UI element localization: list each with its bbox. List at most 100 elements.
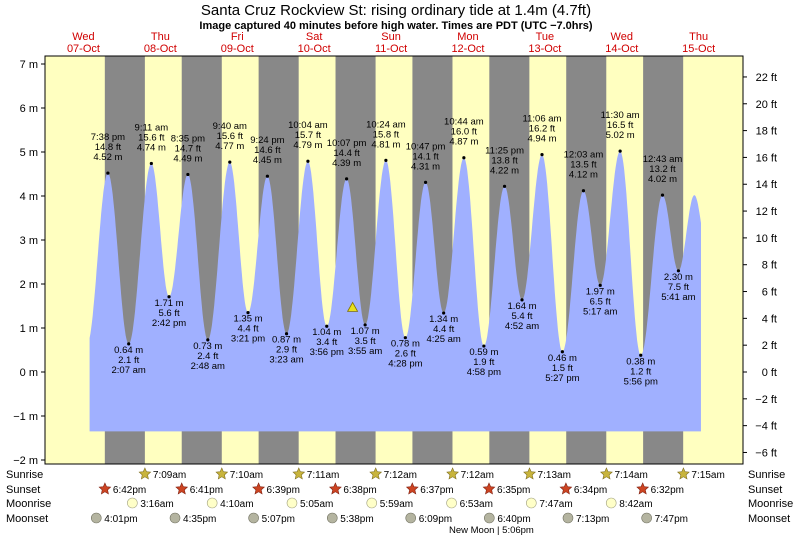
low-tide-point [639,353,643,357]
tide-m-label: 0.59 m [469,347,498,358]
low-tide-point [560,350,564,354]
low-tide-point [325,324,329,328]
moonset-circle-icon [248,512,259,524]
right-tick-label: 2 ft [762,340,777,352]
tide-time-label: 3:21 pm [231,334,265,345]
sunset-time: 6:38pm [343,485,376,496]
sunrise-star-icon [138,467,152,480]
tide-time-label: 8:35 pm [171,133,205,144]
low-tide-point [403,336,407,340]
moonset-circle-icon [562,512,574,524]
low-tide-point [363,323,367,327]
tide-m-label: 1.34 m [429,314,458,325]
tide-time-label: 5:56 pm [624,376,658,387]
left-tick-label: 3 m [20,235,38,247]
moonset-time: 5:38pm [340,514,373,525]
right-tick-label: −2 ft [755,394,777,406]
day-date-label: 15-Oct [682,43,715,55]
tide-time-label: 9:11 am [135,122,169,133]
right-tick-label: 16 ft [756,152,777,164]
day-of-week-label: Tue [536,31,555,43]
sunrise-time: 7:10am [230,470,263,481]
tide-m-label: 4.87 m [449,137,478,148]
tide-m-label: 1.35 m [233,314,262,325]
tide-ft-label: 3.5 ft [355,336,376,347]
tide-ft-label: 5.6 ft [158,308,179,319]
sunrise-row-label-right: Sunrise [748,469,785,481]
sunset-time: 6:39pm [267,485,300,496]
moonset-time: 5:07pm [262,514,295,525]
high-tide-point [540,153,544,157]
tide-m-label: 4.39 m [332,158,361,169]
chart-subtitle: Image captured 40 minutes before high wa… [199,20,593,32]
sunset-time: 6:32pm [651,485,684,496]
tide-time-label: 3:23 am [269,355,303,366]
moonset-time: 6:09pm [419,514,452,525]
high-tide-point [462,156,466,160]
right-tick-label: 10 ft [756,233,777,245]
tide-ft-label: 15.6 ft [217,131,244,142]
moonset-time: 4:01pm [104,514,137,525]
tide-ft-label: 14.6 ft [254,145,281,156]
moonrise-circle-icon [446,497,457,509]
tide-m-label: 4.77 m [215,141,244,152]
tide-ft-label: 14.4 ft [333,148,360,159]
tide-m-label: 0.38 m [626,356,655,367]
moonrise-time: 5:59am [380,499,413,510]
tide-time-label: 3:55 am [348,346,382,357]
sunset-star-icon [329,482,342,495]
left-tick-label: 6 m [20,103,38,115]
sunrise-time: 7:12am [461,470,494,481]
tide-m-label: 5.02 m [606,130,635,141]
right-tick-label: 22 ft [756,72,777,84]
day-date-label: 13-Oct [528,43,561,55]
tide-time-label: 10:24 am [366,119,406,130]
tide-ft-label: 1.9 ft [473,357,494,368]
right-tick-label: 20 ft [756,99,777,111]
tide-ft-label: 14.8 ft [95,142,122,153]
sunrise-star-icon [369,467,383,480]
day-of-week-label: Wed [72,31,94,43]
sunset-row-label-left: Sunset [6,484,40,496]
left-tick-label: 4 m [20,191,38,203]
tide-time-label: 12:03 am [564,150,604,161]
right-tick-label: 12 ft [756,206,777,218]
tide-ft-label: 16.0 ft [451,127,478,138]
moonrise-time: 3:16am [140,499,173,510]
high-tide-point [384,158,388,162]
sunrise-star-icon [676,467,690,480]
tide-m-label: 4.31 m [411,161,440,172]
tide-time-label: 4:28 pm [388,359,422,370]
tide-m-label: 1.97 m [586,286,615,297]
moonset-circle-icon [326,512,338,524]
right-tick-label: 6 ft [762,287,777,299]
left-tick-label: 7 m [20,59,38,71]
moon-phase-note: New Moon | 5:06pm [449,525,534,536]
tide-ft-label: 2.9 ft [276,345,297,356]
day-date-label: 14-Oct [605,43,638,55]
moonrise-circle-icon [286,497,298,509]
day-of-week-label: Fri [231,31,244,43]
left-tick-label: −1 m [13,411,38,423]
tide-time-label: 10:47 pm [406,141,446,152]
tide-m-label: 4.79 m [293,140,322,151]
moonrise-circle-icon [366,497,378,509]
high-tide-point [265,174,269,178]
tide-m-label: 0.73 m [193,341,222,352]
sunset-time: 6:34pm [574,485,607,496]
high-tide-point [345,177,349,181]
tide-time-label: 5:41 am [661,292,695,303]
sunrise-star-icon [446,467,460,480]
low-tide-point [520,298,524,302]
low-tide-point [442,311,446,315]
tide-m-label: 4.52 m [93,152,122,163]
tide-ft-label: 15.8 ft [373,129,400,140]
left-tick-label: 1 m [20,323,38,335]
sunset-star-icon [175,482,189,495]
moonrise-circle-icon [206,497,218,509]
moonrise-time: 4:10am [220,499,253,510]
sunrise-star-icon [292,467,306,480]
tide-m-label: 1.04 m [312,327,341,338]
tide-m-label: 4.49 m [173,153,202,164]
tide-ft-label: 16.2 ft [529,124,556,135]
